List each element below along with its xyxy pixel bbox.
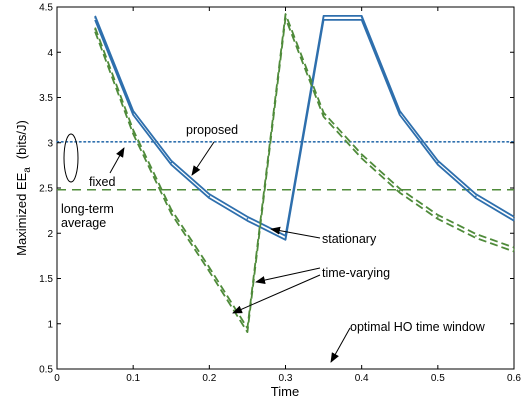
y-tick-label: 4.5 — [39, 3, 53, 14]
proposed-point — [246, 217, 249, 220]
x-tick-label: 0.4 — [355, 373, 369, 384]
x-tick-label: 0.5 — [431, 373, 445, 384]
fixed-point — [94, 28, 96, 31]
fixed-series-line-1 — [94, 13, 515, 329]
annotation-proposed: proposed — [186, 123, 238, 137]
annotation-optimal-ho: optimal HO time window — [350, 320, 486, 334]
y-tick-label: 2.5 — [39, 184, 53, 195]
y-tick-label: 3.5 — [39, 93, 53, 104]
stationary-arrow — [270, 226, 321, 239]
y-axis-label-sub: a — [22, 167, 33, 173]
proposed-point — [94, 17, 96, 19]
proposed-point — [475, 195, 477, 197]
y-tick-label: 0.5 — [39, 365, 53, 376]
fixed-point — [284, 15, 287, 17]
x-tick-label: 0.1 — [126, 373, 140, 384]
fixed-point — [437, 216, 439, 218]
proposed-point — [398, 112, 401, 114]
annotation-stationary: stationary — [322, 232, 377, 246]
annotation-average: average — [61, 216, 106, 230]
series-layer — [94, 13, 515, 333]
y-axis-label-unit: (bits/J) — [14, 120, 29, 159]
y-axis-label: Maximized EEa (bits/J) — [14, 120, 33, 256]
y-tick-label: 3 — [47, 138, 53, 149]
fixed-point — [513, 248, 515, 251]
x-tick-label: 0.6 — [507, 373, 521, 384]
y-tick-label: 1 — [47, 319, 53, 330]
long-term-bracket-ellipse — [63, 133, 79, 183]
proposed-arrow — [191, 141, 215, 176]
proposed-point — [437, 161, 439, 164]
fixed-point — [475, 235, 477, 237]
proposed-point — [513, 217, 515, 220]
proposed-point — [170, 161, 173, 164]
annotation-time-varying: time-varying — [322, 266, 390, 280]
y-axis-label-main: Maximized EE — [14, 172, 29, 255]
plot-area — [56, 6, 515, 370]
y-tick-label: 1.5 — [39, 274, 53, 285]
fixed-point — [208, 268, 211, 271]
fixed-point — [246, 329, 249, 331]
fixed-point — [360, 155, 363, 158]
proposed-point — [360, 17, 363, 19]
proposed-point — [208, 195, 211, 197]
time-varying-arrow-1 — [255, 267, 321, 284]
time-varying-arrow-2 — [232, 274, 321, 314]
fixed-point — [170, 210, 173, 213]
proposed-point — [132, 112, 134, 114]
proposed-series-line-2 — [94, 18, 515, 241]
proposed-point — [284, 236, 287, 239]
annotation-fixed: fixed — [89, 175, 115, 189]
reference-lines — [56, 141, 515, 191]
annotation-long-term: long-term — [61, 202, 114, 216]
fixed-point — [322, 113, 325, 116]
optimal-ho-arrow — [330, 327, 351, 363]
proposed-point — [322, 17, 325, 19]
x-ticks: 0 0.1 0.2 0.3 0.4 0.5 0.6 — [54, 7, 521, 384]
fixed-point — [132, 131, 134, 133]
x-tick-label: 0.2 — [202, 373, 216, 384]
x-tick-label: 0 — [54, 373, 60, 384]
x-axis-label: Time — [271, 384, 299, 399]
y-ticks: 0.5 1 1.5 2 2.5 3 3.5 4 4.5 — [39, 3, 514, 376]
fixed-series-line-2 — [94, 17, 515, 333]
fixed-point — [398, 189, 401, 192]
x-tick-label: 0.3 — [279, 373, 293, 384]
fixed-arrow — [109, 147, 125, 174]
y-tick-label: 2 — [47, 229, 53, 240]
y-tick-label: 4 — [47, 48, 53, 59]
